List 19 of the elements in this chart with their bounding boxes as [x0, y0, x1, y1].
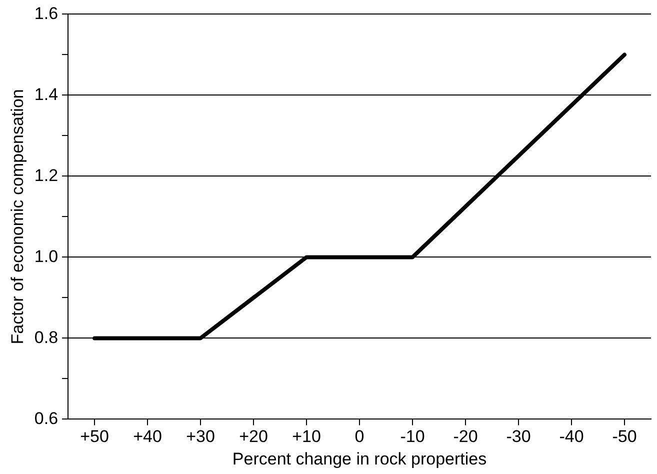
- x-axis-title: Percent change in rock properties: [232, 449, 487, 468]
- x-tick-label: -40: [559, 427, 584, 446]
- x-tick-label: 0: [354, 427, 364, 446]
- x-tick-label: -30: [506, 427, 531, 446]
- y-tick-label: 0.6: [34, 408, 58, 428]
- y-axis-title: Factor of economic compensation: [8, 89, 27, 344]
- x-tick-label: +10: [292, 427, 321, 446]
- y-tick-label: 1.4: [34, 84, 58, 104]
- x-tick-label: +20: [239, 427, 268, 446]
- x-tick-label: -20: [453, 427, 478, 446]
- y-tick-label: 0.8: [34, 328, 58, 347]
- x-tick-label: +30: [186, 427, 215, 446]
- x-tick-label: +50: [80, 427, 109, 446]
- y-tick-label: 1.0: [34, 246, 58, 266]
- y-tick-label: 1.2: [34, 166, 58, 185]
- x-tick-label: +40: [133, 427, 162, 446]
- y-tick-label: 1.6: [34, 4, 58, 23]
- x-tick-label: -50: [612, 427, 637, 446]
- x-tick-label: -10: [400, 427, 425, 446]
